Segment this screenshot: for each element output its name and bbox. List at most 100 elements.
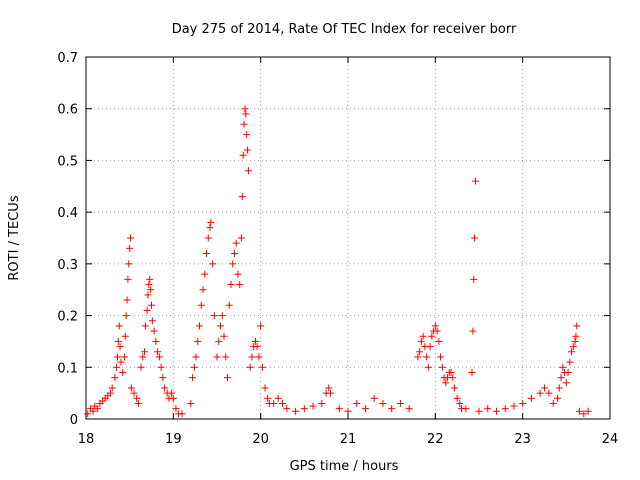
data-point — [157, 363, 165, 371]
data-point — [225, 301, 233, 309]
data-point — [141, 348, 149, 356]
data-point — [451, 384, 459, 392]
data-point — [447, 368, 455, 376]
data-point — [501, 405, 509, 413]
data-point — [236, 281, 244, 289]
y-tick-labels: 0 0.1 0.2 0.3 0.4 0.5 0.6 0.7 — [57, 51, 78, 428]
data-point — [244, 167, 252, 175]
data-point — [396, 399, 404, 407]
data-point — [335, 405, 343, 413]
data-point — [117, 358, 125, 366]
data-point — [204, 234, 212, 242]
y-tick-label: 0.7 — [57, 51, 78, 66]
data-point — [361, 405, 369, 413]
y-tick-label: 0.4 — [57, 206, 78, 221]
data-point — [237, 234, 245, 242]
data-point — [255, 353, 263, 361]
data-point — [137, 363, 145, 371]
data-point — [126, 244, 134, 252]
data-point — [194, 337, 202, 345]
data-point — [239, 151, 247, 159]
x-tick-label: 21 — [340, 432, 357, 447]
data-point — [549, 399, 557, 407]
data-point — [519, 399, 527, 407]
data-point — [152, 337, 160, 345]
data-point — [201, 270, 209, 278]
data-point — [274, 394, 282, 402]
x-tick-label: 19 — [165, 432, 182, 447]
data-point — [199, 286, 207, 294]
data-point — [419, 332, 427, 340]
data-point — [353, 399, 361, 407]
data-point — [113, 353, 121, 361]
chart-title: Day 275 of 2014, Rate Of TEC Index for r… — [172, 22, 517, 37]
data-point — [318, 399, 326, 407]
data-point — [238, 193, 246, 201]
data-point — [370, 394, 378, 402]
data-point — [210, 312, 218, 320]
data-point — [566, 358, 574, 366]
data-point — [232, 239, 240, 247]
data-point — [207, 218, 215, 226]
data-point — [155, 353, 163, 361]
data-point — [127, 234, 135, 242]
data-point — [222, 353, 230, 361]
data-point — [536, 389, 544, 397]
data-point — [172, 405, 180, 413]
data-point — [190, 363, 198, 371]
data-point — [437, 353, 445, 361]
data-point — [215, 337, 223, 345]
data-point — [141, 322, 149, 330]
data-point — [187, 399, 195, 407]
data-point — [414, 353, 422, 361]
data-point — [242, 110, 250, 118]
data-point — [469, 327, 477, 335]
data-point — [435, 337, 443, 345]
data-point — [240, 120, 248, 128]
data-point — [417, 337, 425, 345]
data-point — [423, 353, 431, 361]
data-point — [230, 250, 238, 258]
data-point — [209, 260, 217, 268]
data-point — [584, 407, 592, 415]
data-point — [472, 177, 480, 185]
ticks — [85, 56, 611, 420]
data-point — [264, 394, 272, 402]
data-point — [449, 374, 457, 382]
data-point — [111, 374, 119, 382]
data-point — [178, 410, 186, 418]
data-point — [248, 353, 256, 361]
data-point — [216, 322, 224, 330]
data-point — [144, 291, 152, 299]
data-point — [243, 131, 251, 139]
data-point — [456, 399, 464, 407]
data-point — [93, 405, 101, 413]
grid — [86, 57, 610, 419]
data-point — [113, 363, 121, 371]
data-point — [108, 384, 116, 392]
data-point — [130, 389, 138, 397]
data-point — [300, 405, 308, 413]
data-points — [84, 105, 592, 418]
x-tick-label: 20 — [252, 432, 269, 447]
data-point — [159, 374, 167, 382]
data-point — [559, 363, 567, 371]
data-point — [258, 363, 266, 371]
data-point — [475, 407, 483, 415]
data-point — [161, 384, 169, 392]
data-point — [431, 322, 439, 330]
data-point — [192, 353, 200, 361]
y-tick-label: 0.2 — [57, 310, 78, 325]
data-point — [492, 407, 500, 415]
data-point — [557, 374, 565, 382]
data-point — [462, 405, 470, 413]
data-point — [555, 384, 563, 392]
data-point — [133, 394, 141, 402]
data-point — [257, 322, 265, 330]
data-point — [89, 407, 97, 415]
y-tick-label: 0 — [70, 413, 78, 428]
data-point — [253, 343, 261, 351]
data-point — [564, 368, 572, 376]
